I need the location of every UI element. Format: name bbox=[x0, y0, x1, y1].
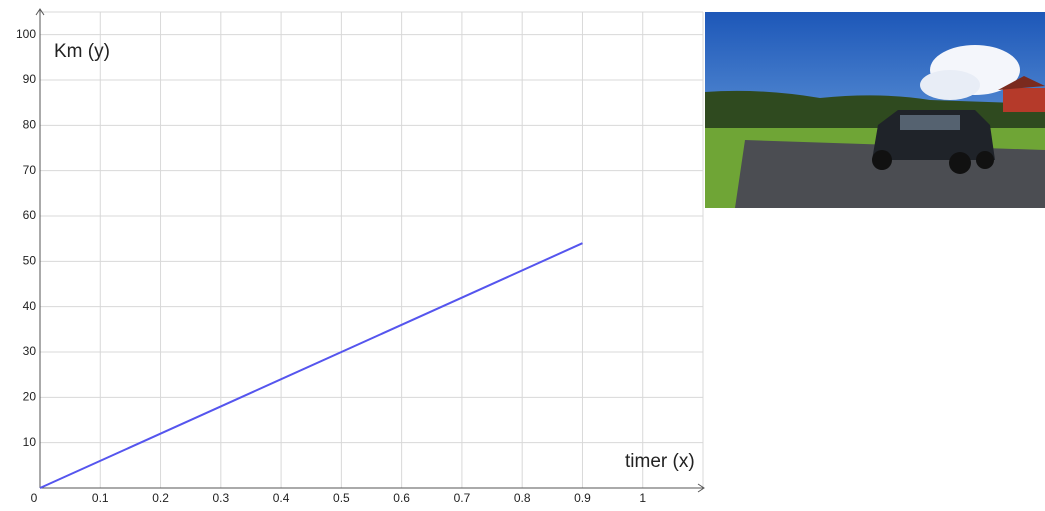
x-tick-label: 1 bbox=[639, 491, 646, 505]
x-tick-label: 0.3 bbox=[212, 491, 229, 505]
car-photo bbox=[705, 12, 1045, 208]
x-tick-label: 0.8 bbox=[514, 491, 531, 505]
y-tick-label: 100 bbox=[16, 27, 36, 41]
x-tick-label: 0.6 bbox=[393, 491, 410, 505]
y-tick-label: 40 bbox=[23, 299, 37, 313]
chart: 10 20 30 40 50 60 70 80 90 100 0 0.1 0.2 0.3 0.4 0.5 0.6… bbox=[0, 0, 1045, 506]
x-tick-label: 0 bbox=[31, 491, 38, 505]
x-tick-label: 0.9 bbox=[574, 491, 591, 505]
y-tick-label: 50 bbox=[23, 254, 37, 268]
y-tick-label: 60 bbox=[23, 208, 37, 222]
x-axis-label: timer (x) bbox=[625, 451, 695, 472]
x-tick-label: 0.1 bbox=[92, 491, 109, 505]
x-tick-label: 0.4 bbox=[273, 491, 290, 505]
x-tick-label: 0.7 bbox=[454, 491, 471, 505]
y-tick-label: 30 bbox=[23, 344, 37, 358]
y-tick-label: 90 bbox=[23, 72, 37, 86]
y-tick-label: 80 bbox=[23, 118, 37, 132]
x-tick-label: 0.5 bbox=[333, 491, 350, 505]
y-tick-label: 70 bbox=[23, 163, 37, 177]
y-axis-label: Km (y) bbox=[54, 41, 110, 62]
y-tick-label: 20 bbox=[23, 390, 37, 404]
x-tick-label: 0.2 bbox=[152, 491, 169, 505]
y-tick-label: 10 bbox=[23, 435, 37, 449]
data-line bbox=[40, 243, 582, 488]
